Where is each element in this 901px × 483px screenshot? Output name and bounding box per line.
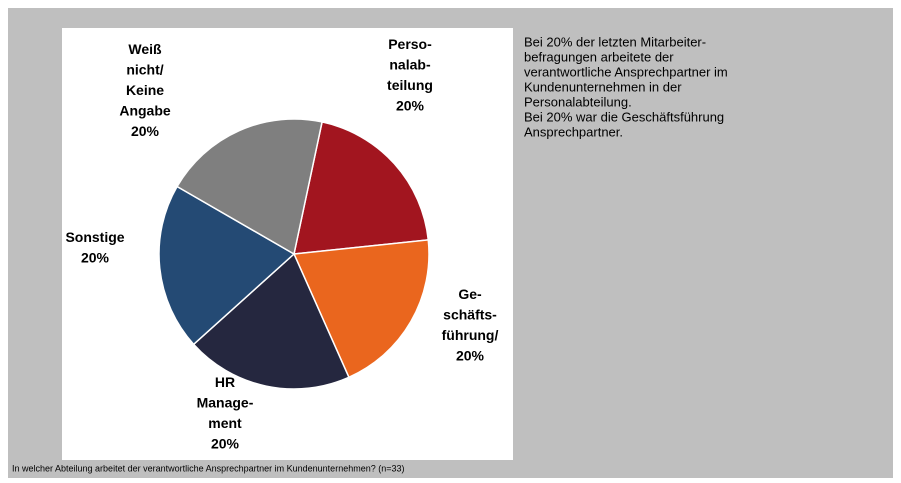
slice-label: HR Manage-ment 20% xyxy=(197,374,254,452)
label-line: Weiß xyxy=(128,41,162,57)
label-line: Ge- xyxy=(458,286,482,302)
value-label: 20% xyxy=(131,123,160,139)
value-label: 20% xyxy=(456,347,485,363)
label-line: Sonstige xyxy=(65,229,124,245)
pie-slice xyxy=(292,239,430,379)
label-line: teilung xyxy=(387,77,433,93)
description-line: befragungen arbeitete der xyxy=(524,49,674,64)
label-line: HR xyxy=(215,374,235,390)
label-line: Manage- xyxy=(197,394,254,410)
slice-label: Perso-nalab-teilung 20% xyxy=(387,36,433,114)
slice-label: Weiß nicht/Keine Angabe 20% xyxy=(119,41,171,139)
label-line: Keine xyxy=(126,82,164,98)
value-label: 20% xyxy=(81,249,110,265)
label-line: schäfts- xyxy=(443,306,497,322)
pie-slice xyxy=(176,118,323,256)
footnote: In welcher Abteilung arbeitet der verant… xyxy=(12,463,404,473)
label-line: führung/ xyxy=(442,327,499,343)
label-line: nalab- xyxy=(389,56,431,72)
label-line: Angabe xyxy=(119,102,171,118)
label-line: ment xyxy=(208,415,242,431)
label-line: Perso- xyxy=(388,36,432,52)
description-line: Personalabteilung. xyxy=(524,94,632,109)
pie-slice xyxy=(293,121,430,255)
description-line: Ansprechpartner. xyxy=(524,124,623,139)
description-line: Kundenunternehmen in der xyxy=(524,79,682,94)
slice-label: Sonstige 20% xyxy=(65,229,124,266)
description-line: Bei 20% war die Geschäftsführung xyxy=(524,109,724,124)
slice-label: Ge-schäfts-führung/20% xyxy=(442,286,499,364)
label-line: nicht/ xyxy=(126,61,163,77)
description-line: verantwortliche Ansprechpartner im xyxy=(524,64,728,79)
description-line: Bei 20% der letzten Mitarbeiter- xyxy=(524,34,706,49)
pie-slice xyxy=(192,252,350,390)
value-label: 20% xyxy=(211,435,240,451)
pie-slice xyxy=(158,185,296,346)
value-label: 20% xyxy=(396,97,425,113)
